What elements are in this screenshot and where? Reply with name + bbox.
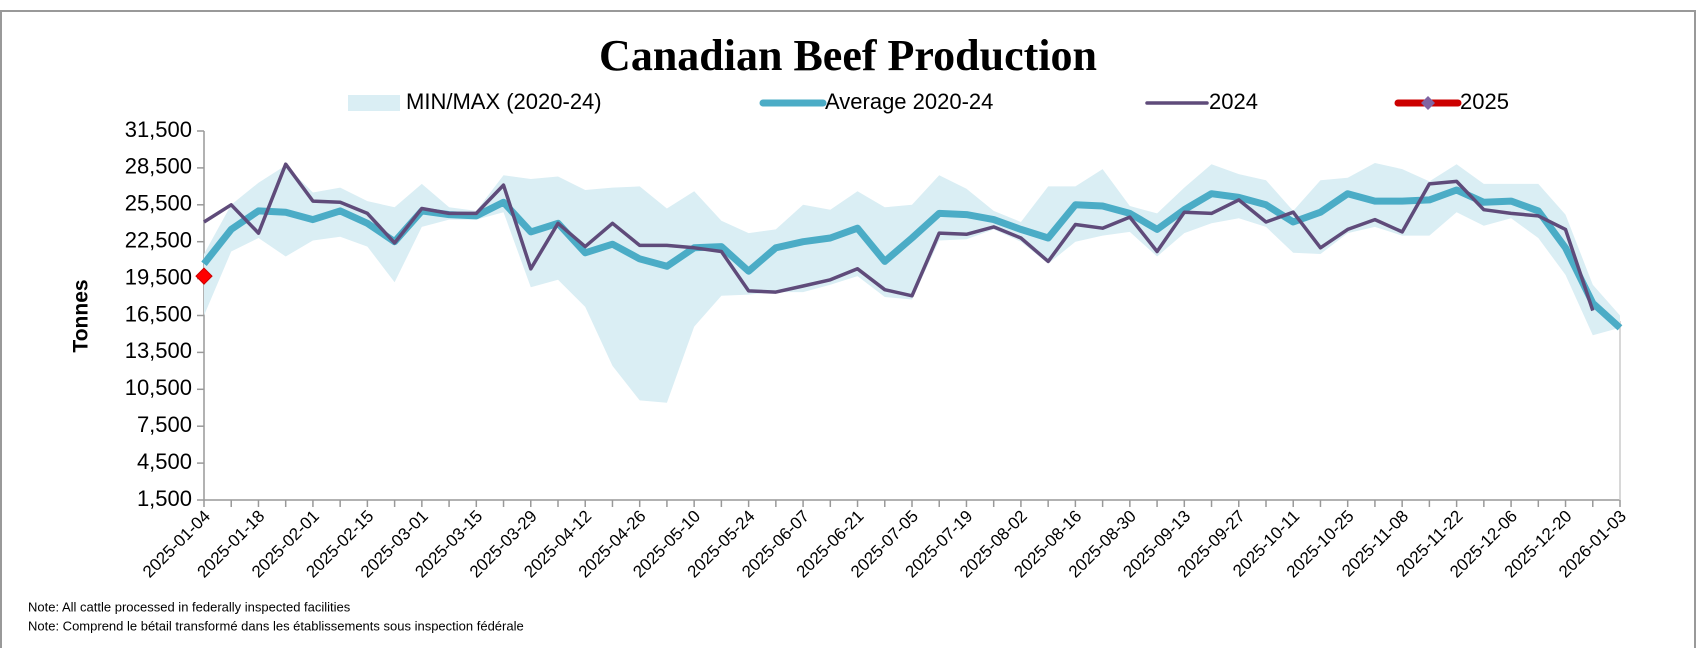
y-tick-label: 10,500 bbox=[125, 375, 192, 400]
y-tick-label: 16,500 bbox=[125, 301, 192, 326]
legend-item: 2024 bbox=[1145, 89, 1258, 114]
legend-label: 2025 bbox=[1460, 89, 1509, 114]
legend-item: MIN/MAX (2020-24) bbox=[348, 89, 602, 114]
chart-title: Canadian Beef Production bbox=[599, 31, 1097, 80]
y-tick-label: 7,500 bbox=[137, 412, 192, 437]
note: Note: Comprend le bétail transformé dans… bbox=[28, 618, 524, 633]
legend-label: MIN/MAX (2020-24) bbox=[406, 89, 602, 114]
note: Note: All cattle processed in federally … bbox=[28, 599, 351, 614]
legend-swatch bbox=[348, 95, 400, 111]
legend-item: Average 2020-24 bbox=[759, 89, 993, 114]
y-axis-title: Tonnes bbox=[70, 279, 93, 352]
legend-label: 2024 bbox=[1209, 89, 1258, 114]
chart-frame bbox=[0, 10, 1696, 648]
legend-marker bbox=[1421, 96, 1435, 110]
y-tick-label: 31,500 bbox=[125, 117, 192, 142]
legend-label: Average 2020-24 bbox=[825, 89, 993, 114]
y-tick-label: 19,500 bbox=[125, 264, 192, 289]
series-line bbox=[203, 162, 1595, 312]
series-point bbox=[195, 267, 213, 285]
y-tick-label: 28,500 bbox=[125, 154, 192, 179]
y-tick-label: 4,500 bbox=[137, 449, 192, 474]
y-tick-label: 25,500 bbox=[125, 191, 192, 216]
legend-item: 2025 bbox=[1394, 89, 1509, 114]
y-tick-label: 1,500 bbox=[137, 486, 192, 511]
y-tick-label: 13,500 bbox=[125, 338, 192, 363]
y-tick-label: 22,500 bbox=[125, 228, 192, 253]
